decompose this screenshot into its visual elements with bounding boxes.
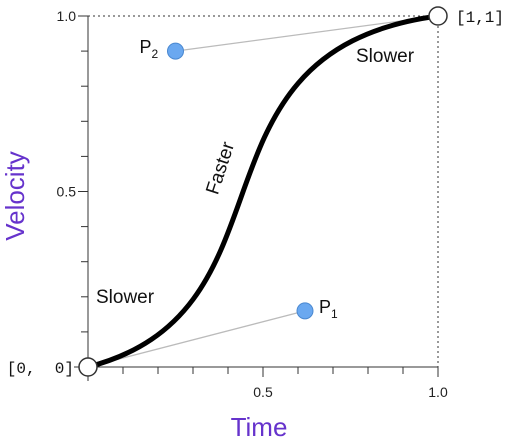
slower-start-label: Slower xyxy=(96,287,155,308)
p2-label-name: P xyxy=(140,37,152,57)
end-coordinate-label: [1,1] xyxy=(456,9,504,27)
p1-label-subscript: 1 xyxy=(331,307,338,321)
start-endpoint xyxy=(78,357,98,377)
p2-label-subscript: 2 xyxy=(152,47,159,61)
end-endpoint xyxy=(428,6,448,26)
p1-label-name: P xyxy=(319,297,331,317)
bezier-curve xyxy=(85,13,441,370)
control-handle-line-p2 xyxy=(175,15,439,52)
p1-label: P1 xyxy=(319,297,338,321)
start-coordinate-label: [0, 0] xyxy=(7,360,74,378)
axis-ticks xyxy=(78,15,439,377)
faster-middle-label: Faster xyxy=(202,139,239,197)
slower-end-label: Slower xyxy=(356,46,415,67)
x-tick-label-0.5: 0.5 xyxy=(253,384,273,400)
y-tick-label-1.0: 1.0 xyxy=(57,8,77,24)
control-handle-line-p1 xyxy=(87,310,306,368)
x-tick-label-1.0: 1.0 xyxy=(428,384,448,400)
control-point-p2[interactable] xyxy=(167,42,184,60)
p2-label: P2 xyxy=(140,37,159,61)
control-point-p1[interactable] xyxy=(296,302,314,320)
x-axis-title: Time xyxy=(231,412,288,442)
y-tick-label-0.5: 0.5 xyxy=(57,184,77,200)
y-axis-title: Velocity xyxy=(0,151,30,241)
